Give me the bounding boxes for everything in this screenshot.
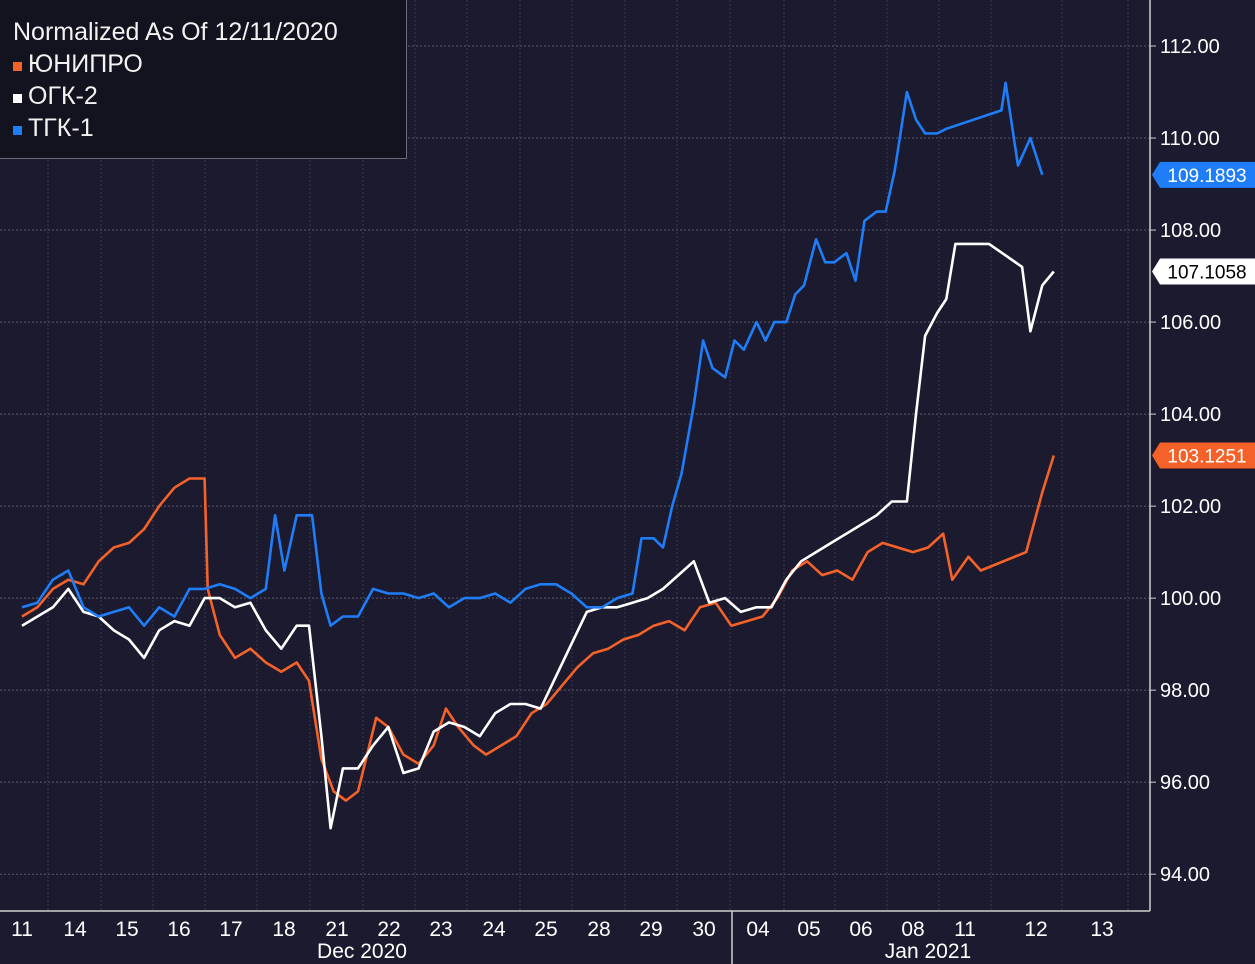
x-tick-label: 17 — [219, 918, 242, 941]
legend-item-ogk2: ОГК-2 — [13, 80, 406, 112]
x-tick-label: 05 — [797, 918, 820, 941]
svg-text:107.1058: 107.1058 — [1167, 262, 1246, 283]
x-tick-label: 18 — [272, 918, 295, 941]
last-value-label-0: 103.1251 — [1152, 442, 1255, 469]
legend-swatch-ogk2 — [13, 93, 22, 103]
chart-title: Normalized As Of 12/11/2020 — [13, 18, 338, 46]
x-tick-label: 08 — [901, 918, 924, 941]
legend-swatch-unipro — [13, 61, 22, 71]
legend-swatch-tgk1 — [13, 125, 22, 135]
x-tick-label: 13 — [1090, 918, 1113, 941]
svg-text:103.1251: 103.1251 — [1167, 447, 1246, 468]
last-value-label-2: 109.1893 — [1152, 161, 1255, 188]
series-line-2 — [21, 81, 1044, 627]
x-tick-label: 25 — [534, 918, 557, 941]
svg-text:109.1893: 109.1893 — [1167, 166, 1246, 187]
x-tick-label: 15 — [115, 918, 138, 941]
y-tick-label: 102.00 — [1160, 496, 1221, 518]
y-tick-label: 104.00 — [1160, 404, 1221, 426]
y-tick-label: 100.00 — [1160, 588, 1221, 610]
x-tick-label: 11 — [954, 918, 976, 941]
x-tick-label: 11 — [11, 918, 33, 941]
legend-label-unipro: ЮНИПРО — [28, 50, 143, 78]
y-tick-label: 94.00 — [1160, 864, 1210, 886]
x-ticks: 11 14 15 16 17 18 21 22 23 24 25 28 29 30 04 05 06 08 11 12… — [11, 918, 1114, 941]
y-tick-label: 98.00 — [1160, 680, 1210, 702]
legend-label-ogk2: ОГК-2 — [28, 82, 98, 110]
x-tick-label: 29 — [639, 918, 662, 941]
month-label-jan: Jan 2021 — [885, 940, 971, 963]
series-layer — [21, 81, 1056, 830]
x-tick-label: 28 — [587, 918, 610, 941]
series-line-0 — [21, 455, 1056, 802]
x-tick-label: 12 — [1024, 918, 1047, 941]
gridlines — [0, 45, 1150, 875]
y-ticks: 94.00 96.00 98.00 100.00 102.00 104.00 106.00 1… — [1150, 36, 1221, 886]
month-label-dec: Dec 2020 — [317, 940, 407, 963]
x-tick-label: 23 — [429, 918, 452, 941]
x-tick-label: 22 — [377, 918, 400, 941]
x-tick-label: 30 — [692, 918, 715, 941]
legend: Normalized As Of 12/11/2020 ЮНИПРО ОГК-2… — [0, 0, 407, 159]
y-tick-label: 106.00 — [1160, 312, 1221, 334]
last-value-labels: 103.1251 107.1058 109.1893 — [1152, 161, 1255, 469]
last-value-label-1: 107.1058 — [1152, 258, 1255, 285]
legend-label-tgk1: ТГК-1 — [28, 114, 94, 142]
x-tick-label: 21 — [325, 918, 348, 941]
y-tick-label: 96.00 — [1160, 772, 1210, 794]
x-tick-label: 24 — [482, 918, 506, 941]
legend-item-unipro: ЮНИПРО — [13, 48, 406, 80]
x-tick-label: 06 — [849, 918, 872, 941]
x-tick-label: 14 — [63, 918, 87, 941]
legend-item-tgk1: ТГК-1 — [13, 112, 406, 144]
y-tick-label: 110.00 — [1160, 128, 1220, 150]
y-tick-label: 108.00 — [1160, 220, 1221, 242]
x-tick-label: 04 — [746, 918, 770, 941]
series-line-1 — [21, 242, 1055, 830]
y-tick-label: 112.00 — [1160, 36, 1220, 58]
x-tick-label: 16 — [167, 918, 190, 941]
